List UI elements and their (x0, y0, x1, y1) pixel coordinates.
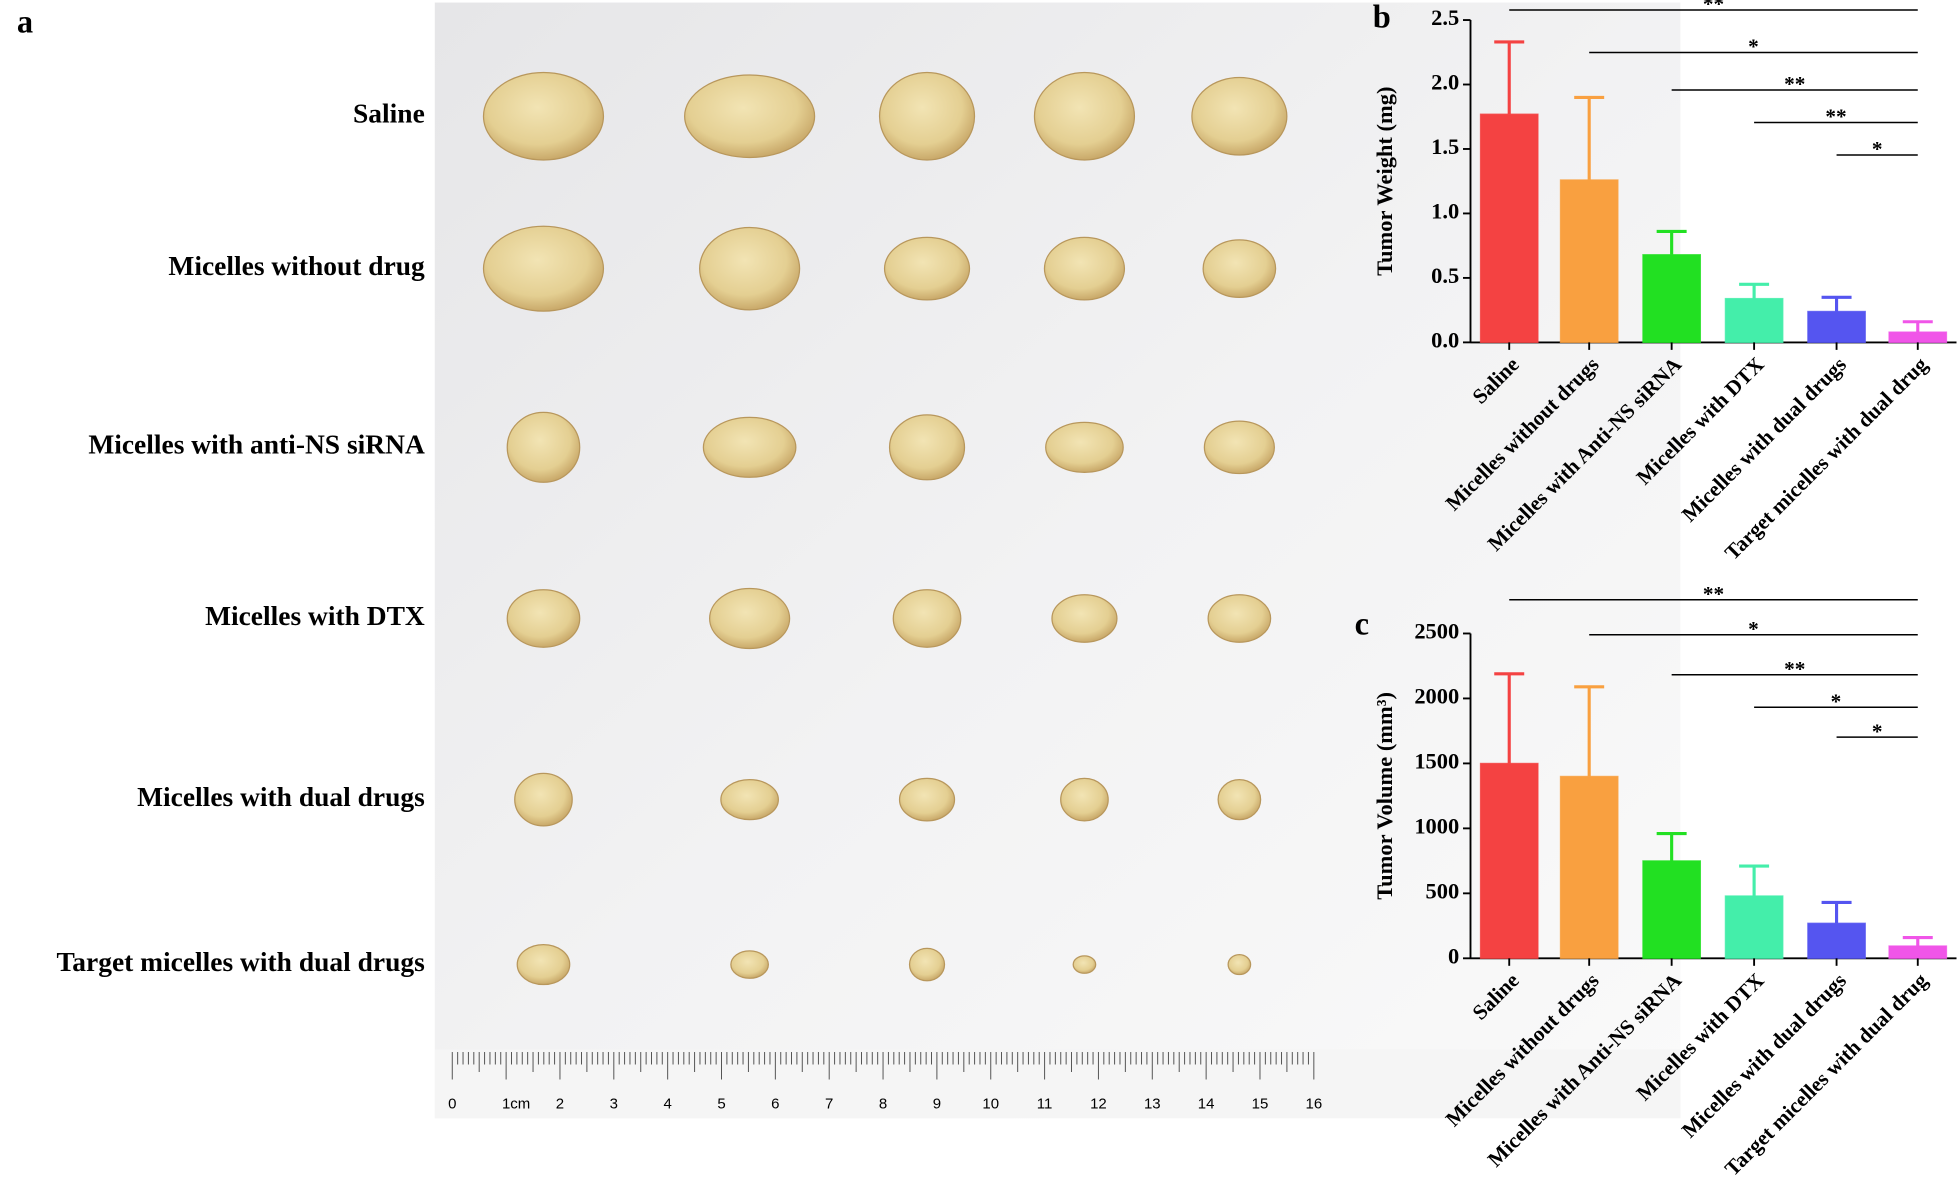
tumor (482, 225, 605, 312)
significance-label: * (1872, 137, 1883, 161)
tumor (514, 772, 573, 827)
ruler-label: 14 (1198, 1095, 1215, 1112)
tumor (892, 589, 962, 648)
tumor (506, 411, 581, 483)
bar (1479, 762, 1539, 959)
bar (1559, 775, 1619, 959)
y-tick-label: 2000 (1414, 684, 1459, 709)
panel-label: a (17, 4, 33, 40)
ruler-label: 3 (610, 1095, 618, 1112)
ruler-label: 15 (1252, 1095, 1269, 1112)
tumor (720, 779, 779, 821)
row-label: Micelles with dual drugs (137, 782, 425, 812)
significance-label: ** (1825, 105, 1846, 129)
bar (1642, 254, 1702, 344)
tumor (699, 226, 801, 311)
tumor (506, 589, 581, 648)
tumor (898, 777, 956, 822)
y-tick-label: 2.0 (1431, 70, 1459, 95)
tumor (1227, 953, 1252, 976)
ruler-label: 1cm (502, 1095, 530, 1112)
significance-label: ** (1784, 657, 1805, 681)
significance-label: ** (1703, 582, 1724, 606)
y-tick-label: 0.5 (1431, 263, 1459, 288)
y-tick-label: 0 (1448, 943, 1459, 968)
tumor (1043, 236, 1126, 301)
tumor (709, 587, 791, 650)
row-label: Micelles with DTX (205, 601, 425, 631)
photo (434, 2, 1681, 1119)
ruler-label: 0 (448, 1095, 456, 1112)
row-label: Micelles with anti-NS siRNA (88, 430, 425, 460)
y-axis-label: Tumor Weight (mg) (1372, 87, 1397, 276)
tumor (1191, 76, 1288, 156)
ruler-label: 6 (771, 1095, 779, 1112)
tumor (1207, 594, 1272, 643)
tumor (1217, 779, 1262, 821)
ruler-label: 2 (556, 1095, 564, 1112)
ruler-label: 11 (1037, 1095, 1053, 1112)
tumor (908, 947, 946, 982)
tumor (702, 416, 797, 478)
tumor (1045, 421, 1124, 473)
ruler-label: 5 (717, 1095, 725, 1112)
bar (1724, 895, 1784, 959)
significance-label: * (1748, 617, 1759, 641)
y-tick-label: 1500 (1414, 749, 1459, 774)
panel-label: b (1373, 0, 1391, 35)
tumor (883, 236, 971, 301)
tumor (888, 414, 966, 481)
tumor (1072, 955, 1097, 974)
tumor (878, 71, 976, 161)
ruler-label: 13 (1144, 1095, 1161, 1112)
bar (1559, 179, 1619, 344)
bar (1479, 113, 1539, 344)
bar (1724, 297, 1784, 344)
significance-label: * (1748, 35, 1759, 59)
tumor (1033, 71, 1136, 161)
ruler (434, 1049, 1681, 1119)
significance-label: * (1872, 719, 1883, 743)
tumor (1203, 420, 1275, 475)
tumor (730, 950, 769, 979)
ruler-label: 8 (879, 1095, 887, 1112)
y-tick-label: 1000 (1414, 814, 1459, 839)
significance-label: ** (1784, 72, 1805, 96)
significance-label: ** (1703, 0, 1724, 16)
y-axis-label: Tumor Volume (mm³) (1372, 692, 1397, 900)
y-tick-label: 0.0 (1431, 328, 1459, 353)
row-label: Target micelles with dual drugs (56, 947, 425, 977)
row-label: Micelles without drug (168, 251, 425, 281)
ruler-label: 9 (933, 1095, 941, 1112)
tumor (516, 943, 571, 986)
tumor (1051, 594, 1118, 643)
ruler-label: 16 (1305, 1095, 1322, 1112)
bar (1888, 331, 1948, 344)
y-tick-label: 2.5 (1431, 5, 1459, 30)
y-tick-label: 500 (1426, 879, 1460, 904)
ruler-label: 12 (1090, 1095, 1107, 1112)
tumor (1060, 777, 1109, 822)
panel-label: c (1355, 607, 1369, 643)
ruler-label: 7 (825, 1095, 833, 1112)
tumor (1202, 239, 1277, 299)
bar (1807, 310, 1866, 344)
bar (1807, 922, 1866, 959)
significance-label: * (1831, 689, 1842, 713)
x-tick-label: Micelles with dual drugs (1677, 352, 1851, 526)
x-tick-label: Micelles with dual drugs (1677, 968, 1851, 1142)
tumor (684, 74, 816, 159)
tumor (482, 71, 605, 161)
ruler-label: 4 (663, 1095, 671, 1112)
y-tick-label: 1.0 (1431, 199, 1459, 224)
y-tick-label: 1.5 (1431, 134, 1459, 159)
bar (1888, 945, 1948, 959)
bar (1642, 860, 1702, 959)
ruler-label: 10 (982, 1095, 999, 1112)
y-tick-label: 2500 (1414, 619, 1459, 644)
row-label: Saline (353, 99, 425, 129)
